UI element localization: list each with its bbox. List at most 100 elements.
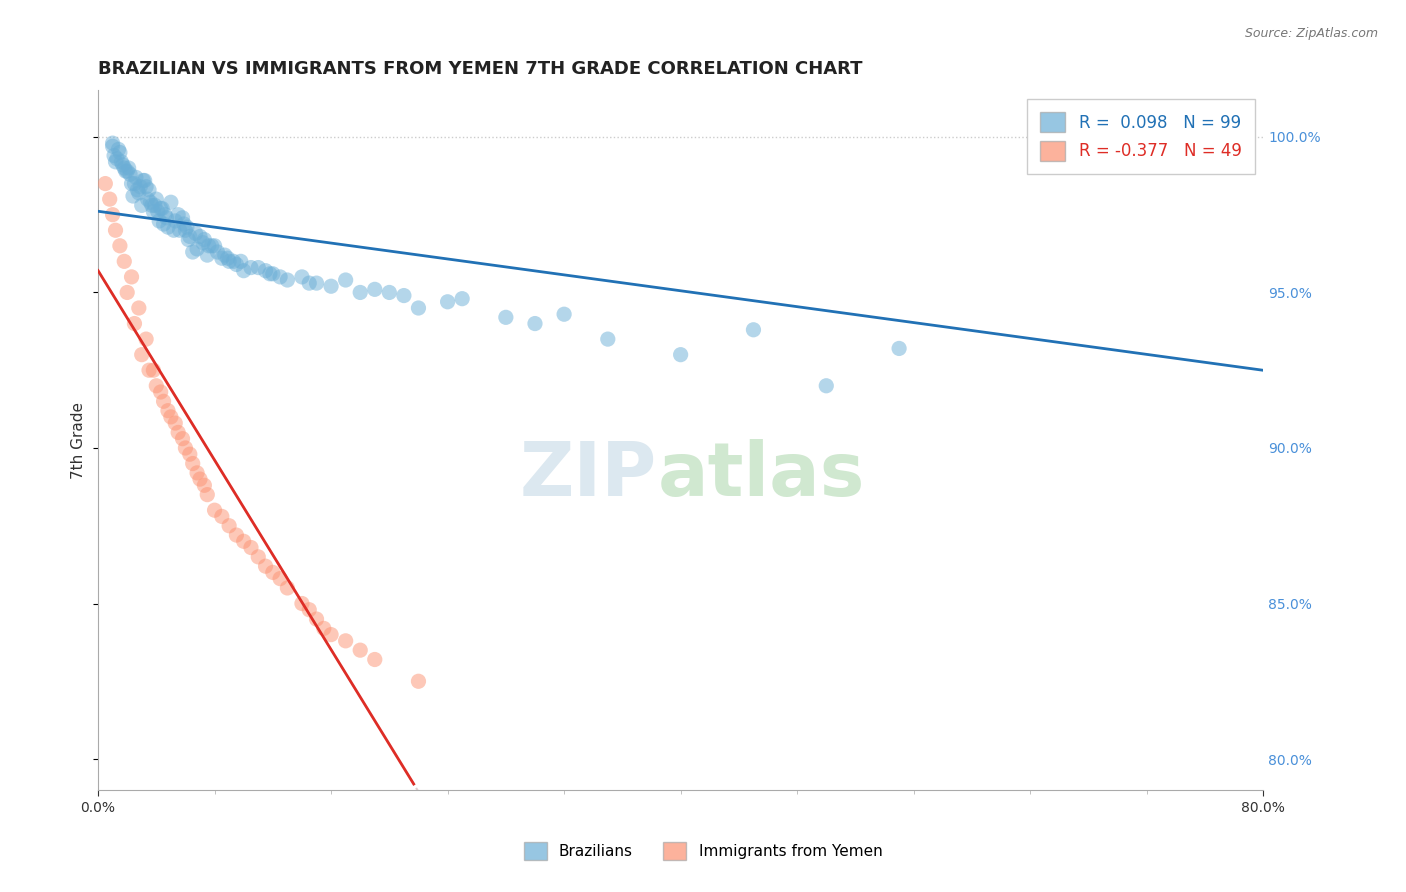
Point <box>101 208 124 222</box>
Point <box>115 285 138 300</box>
Point <box>155 211 177 225</box>
Point <box>150 202 173 216</box>
Point <box>125 170 148 185</box>
Point <box>169 223 191 237</box>
Point <box>197 239 219 253</box>
Point <box>172 432 194 446</box>
Point <box>172 211 194 225</box>
Point <box>139 195 162 210</box>
Point <box>160 409 183 424</box>
Point <box>349 643 371 657</box>
Point <box>269 572 291 586</box>
Point <box>104 223 127 237</box>
Point <box>217 252 239 266</box>
Point <box>160 195 183 210</box>
Point <box>218 254 240 268</box>
Point <box>204 503 226 517</box>
Point <box>186 242 208 256</box>
Point <box>204 239 226 253</box>
Point <box>132 173 155 187</box>
Point <box>188 229 211 244</box>
Point <box>254 263 277 277</box>
Point <box>167 425 190 440</box>
Point <box>136 192 159 206</box>
Point <box>114 164 136 178</box>
Point <box>174 441 197 455</box>
Point <box>177 233 200 247</box>
Point <box>378 285 401 300</box>
Point <box>335 273 357 287</box>
Point <box>173 217 195 231</box>
Point <box>436 294 458 309</box>
Point <box>101 139 124 153</box>
Point <box>138 183 160 197</box>
Point <box>214 248 236 262</box>
Point <box>188 472 211 486</box>
Point <box>145 378 167 392</box>
Point <box>240 260 263 275</box>
Point <box>103 148 125 162</box>
Point <box>298 603 321 617</box>
Text: atlas: atlas <box>658 439 865 512</box>
Point <box>364 652 387 666</box>
Point <box>259 267 281 281</box>
Point <box>262 566 284 580</box>
Point <box>179 229 201 244</box>
Point <box>145 192 167 206</box>
Point <box>167 208 190 222</box>
Point <box>124 177 146 191</box>
Point <box>207 245 229 260</box>
Point <box>142 363 165 377</box>
Point <box>120 167 142 181</box>
Point <box>742 323 765 337</box>
Point <box>291 269 314 284</box>
Point <box>135 179 157 194</box>
Point <box>276 273 298 287</box>
Point <box>184 227 207 241</box>
Point <box>181 457 204 471</box>
Point <box>815 378 838 392</box>
Point <box>127 183 149 197</box>
Point <box>181 245 204 260</box>
Point <box>349 285 371 300</box>
Point <box>148 214 170 228</box>
Point <box>312 621 335 635</box>
Point <box>364 282 387 296</box>
Point <box>408 674 430 689</box>
Point <box>229 254 252 268</box>
Point <box>291 597 314 611</box>
Point <box>247 549 270 564</box>
Point <box>135 332 157 346</box>
Point <box>117 161 139 175</box>
Point <box>131 198 153 212</box>
Point <box>319 627 342 641</box>
Point <box>115 164 138 178</box>
Legend: R =  0.098   N = 99, R = -0.377   N = 49: R = 0.098 N = 99, R = -0.377 N = 49 <box>1026 99 1256 174</box>
Point <box>240 541 263 555</box>
Point <box>128 301 150 315</box>
Point <box>165 416 187 430</box>
Point <box>122 189 145 203</box>
Point <box>108 239 131 253</box>
Point <box>524 317 547 331</box>
Point <box>128 186 150 200</box>
Point <box>134 173 156 187</box>
Point <box>174 223 197 237</box>
Point <box>305 612 328 626</box>
Point <box>408 301 430 315</box>
Point <box>298 276 321 290</box>
Point <box>138 363 160 377</box>
Point <box>107 142 129 156</box>
Point <box>211 252 233 266</box>
Point <box>129 179 152 194</box>
Point <box>392 288 415 302</box>
Legend: Brazilians, Immigrants from Yemen: Brazilians, Immigrants from Yemen <box>517 836 889 866</box>
Point <box>1033 114 1056 128</box>
Point <box>669 348 692 362</box>
Point <box>495 310 517 325</box>
Point <box>101 136 124 150</box>
Point <box>176 220 198 235</box>
Y-axis label: 7th Grade: 7th Grade <box>72 401 86 479</box>
Point <box>163 223 186 237</box>
Point <box>143 198 166 212</box>
